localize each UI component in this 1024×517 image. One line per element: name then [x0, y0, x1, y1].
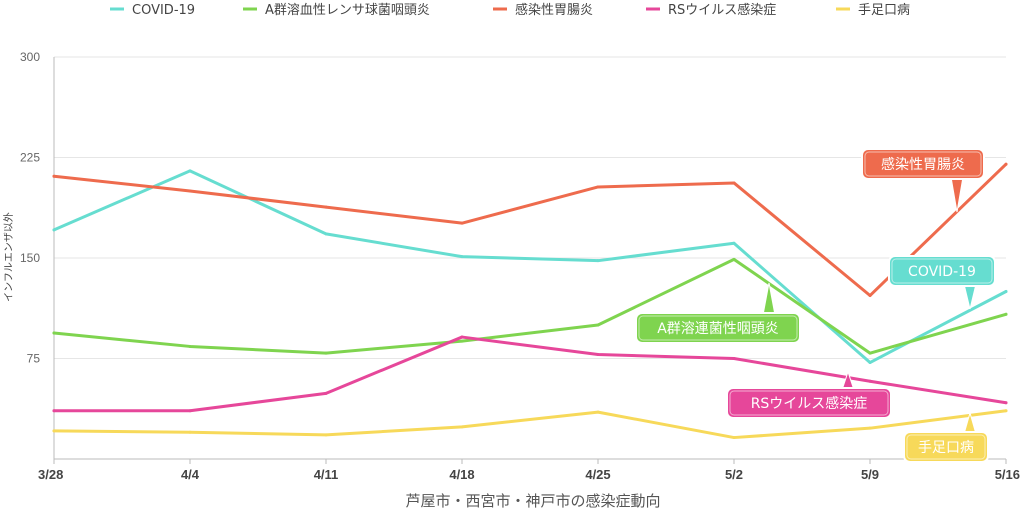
- legend-label: 感染性胃腸炎: [515, 2, 593, 18]
- data-point: [52, 174, 56, 178]
- x-axis: 3/28 4/4 4/11 4/18 4/25 5/2 5/9 5/16: [38, 459, 1020, 482]
- data-point: [732, 436, 736, 440]
- series-lines: [52, 162, 1008, 440]
- data-point: [188, 189, 192, 193]
- callout: RSウイルス感染症: [726, 370, 892, 419]
- x-tick-label: 5/9: [861, 467, 879, 482]
- legend-label: A群溶血性レンサ球菌咽頭炎: [265, 3, 430, 18]
- callout: COVID-19: [888, 255, 996, 310]
- data-point: [460, 339, 464, 343]
- callout-label: RSウイルス感染症: [751, 395, 868, 412]
- data-point: [596, 259, 600, 263]
- callout-inner-border: [638, 315, 798, 341]
- data-point: [324, 433, 328, 437]
- callout-box: [903, 431, 989, 463]
- data-point: [732, 357, 736, 360]
- callout-label: 感染性胃腸炎: [881, 156, 965, 173]
- callout-label: COVID-19: [908, 264, 976, 280]
- data-point: [1004, 312, 1008, 316]
- data-point: [460, 425, 464, 429]
- data-point: [52, 409, 56, 413]
- y-tick-label: 225: [20, 151, 40, 165]
- callout-box: [726, 387, 892, 419]
- callout-label: A群溶連菌性咽頭炎: [657, 321, 779, 337]
- x-tick-label: 4/18: [449, 467, 474, 482]
- data-point: [324, 205, 328, 209]
- x-tick-label: 4/4: [181, 467, 200, 482]
- legend: COVID-19 A群溶血性レンサ球菌咽頭炎 感染性胃腸炎 RSウイルス感染症 手足口病: [110, 2, 910, 18]
- callout: 感染性胃腸炎: [861, 148, 985, 213]
- legend-label: COVID-19: [132, 3, 195, 18]
- data-point: [868, 379, 872, 383]
- data-point: [188, 169, 192, 173]
- data-point: [868, 351, 872, 355]
- y-axis: 75 150 225 300: [20, 50, 40, 366]
- series-line: [52, 409, 1008, 440]
- data-point: [324, 232, 328, 236]
- data-point: [52, 228, 56, 232]
- x-tick-label: 4/25: [585, 467, 610, 482]
- legend-label: RSウイルス感染症: [668, 2, 776, 18]
- y-tick-label: 150: [20, 251, 40, 265]
- data-point: [596, 410, 600, 414]
- series-line: [52, 162, 1008, 298]
- data-point: [868, 294, 872, 298]
- data-point: [324, 351, 328, 355]
- data-point: [188, 430, 192, 434]
- data-point: [1004, 401, 1008, 405]
- y-axis-label: インフルエンザ以外: [3, 212, 15, 302]
- callout: 手足口病: [903, 411, 989, 463]
- data-point: [52, 331, 56, 335]
- grid: [53, 56, 1006, 460]
- data-point: [1004, 162, 1008, 166]
- x-tick-label: 5/2: [725, 467, 743, 482]
- y-tick-label: 300: [20, 50, 40, 64]
- data-point: [868, 361, 872, 365]
- data-point: [868, 426, 872, 430]
- x-tick-label: 4/11: [314, 467, 339, 482]
- data-point: [460, 221, 464, 225]
- callout-box: [861, 148, 985, 180]
- data-point: [188, 409, 192, 413]
- data-point: [52, 429, 56, 433]
- callout-label: 手足口病: [918, 440, 974, 456]
- y-tick-label: 75: [27, 352, 41, 366]
- callout-pointer: [963, 283, 977, 310]
- callout-inner-border: [906, 434, 986, 460]
- x-tick-label: 3/28: [38, 467, 63, 482]
- callout-inner-border: [864, 151, 982, 177]
- data-point: [596, 352, 600, 356]
- data-point: [732, 241, 736, 245]
- data-point: [1004, 290, 1008, 293]
- data-point: [1004, 409, 1008, 413]
- callout: A群溶連菌性咽頭炎: [635, 282, 801, 344]
- callout-inner-border: [891, 258, 993, 284]
- callout-box: [635, 312, 801, 344]
- data-point: [596, 323, 600, 327]
- series-line: [52, 169, 1008, 365]
- chart-title: 芦屋市・西宮市・神戸市の感染症動向: [405, 492, 660, 510]
- data-point: [460, 255, 464, 259]
- data-point: [460, 335, 464, 339]
- data-point: [596, 185, 600, 189]
- x-tick-label: 5/16: [995, 467, 1020, 482]
- data-point: [732, 181, 736, 185]
- data-point: [188, 344, 192, 348]
- series-line: [52, 257, 1008, 355]
- callout-inner-border: [729, 390, 889, 416]
- callout-box: [888, 255, 996, 287]
- data-point: [324, 391, 328, 395]
- legend-label: 手足口病: [858, 3, 910, 18]
- data-point: [732, 257, 736, 261]
